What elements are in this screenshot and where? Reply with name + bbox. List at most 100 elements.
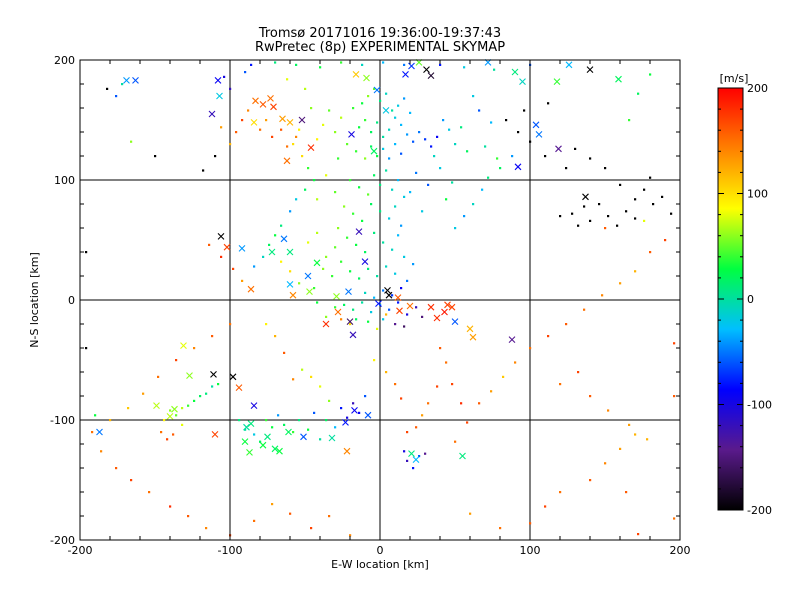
dot-point-70 <box>400 224 403 227</box>
dot-point-334 <box>328 515 331 518</box>
x-point-stroke-b <box>553 78 561 85</box>
dot-point-175 <box>424 452 427 455</box>
dot-point-288 <box>289 210 292 213</box>
x-point-93 <box>408 450 415 457</box>
dot-point-182 <box>529 347 532 350</box>
dot-point-8 <box>406 133 409 136</box>
x-point-48 <box>345 288 352 295</box>
dot-point-145 <box>253 433 256 436</box>
dot-point-19 <box>385 92 388 95</box>
dot-point-147 <box>265 419 268 422</box>
x-point-79 <box>243 423 250 431</box>
x-point-stroke-b <box>267 95 274 102</box>
dot-point-55 <box>358 186 361 189</box>
x-point-stroke-b <box>250 119 258 126</box>
dot-point-308 <box>511 155 514 158</box>
x-point-stroke-b <box>444 301 451 309</box>
dot-point-191 <box>451 383 454 386</box>
x-point-32 <box>307 144 315 151</box>
x-point-stroke-b <box>286 119 294 126</box>
x-point-25 <box>615 75 622 83</box>
dot-point-274 <box>265 119 268 122</box>
dot-point-126 <box>349 323 352 326</box>
x-point-stroke-b <box>385 291 393 299</box>
dot-point-251 <box>85 347 88 350</box>
dot-point-89 <box>307 241 310 244</box>
x-point-78 <box>211 431 219 438</box>
dot-point-101 <box>406 279 409 282</box>
dot-point-238 <box>544 155 547 158</box>
dot-point-155 <box>319 438 322 441</box>
dot-point-17 <box>373 87 376 90</box>
x-point-stroke-b <box>370 147 378 155</box>
dot-point-225 <box>634 198 637 201</box>
x-point-stroke-b <box>259 441 267 449</box>
dot-point-307 <box>499 167 502 170</box>
x-point-29 <box>348 131 355 138</box>
dot-point-297 <box>208 243 211 246</box>
dot-point-203 <box>577 371 580 374</box>
x-point-4 <box>208 110 216 118</box>
dot-point-281 <box>214 155 217 158</box>
dot-point-144 <box>244 428 247 431</box>
y-tick-label-2: 0 <box>68 294 75 307</box>
dot-point-134 <box>199 395 202 398</box>
dot-point-2 <box>370 131 373 134</box>
dot-point-260 <box>295 63 298 66</box>
dot-point-71 <box>334 191 337 194</box>
dot-point-243 <box>547 102 550 105</box>
dot-point-64 <box>352 212 355 215</box>
dot-point-340 <box>559 491 562 494</box>
x-point-16 <box>408 62 415 70</box>
dot-point-69 <box>394 205 397 208</box>
dot-point-77 <box>421 210 424 213</box>
dot-point-222 <box>607 215 610 218</box>
x-point-49 <box>333 293 340 300</box>
dot-point-166 <box>301 368 304 371</box>
x-point-45 <box>304 272 312 280</box>
dot-point-47 <box>292 143 295 146</box>
dot-point-159 <box>346 416 349 419</box>
x-point-stroke-b <box>307 144 315 151</box>
dot-point-15 <box>361 102 364 105</box>
dot-point-212 <box>673 342 676 345</box>
dot-point-321 <box>91 431 94 434</box>
x-point-43 <box>361 258 369 265</box>
x-point-13 <box>373 86 381 94</box>
x-point-stroke-b <box>402 71 409 78</box>
dot-point-272 <box>247 109 250 112</box>
dot-point-215 <box>604 227 607 230</box>
dot-point-111 <box>334 306 337 309</box>
dot-point-254 <box>115 95 118 98</box>
chart-subtitle: RwPretec (8p) EXPERIMENTAL SKYMAP <box>255 40 505 55</box>
x-point-stroke-b <box>555 145 562 153</box>
y-tick-label-1: -100 <box>50 414 75 427</box>
dot-point-270 <box>235 131 238 134</box>
x-point-74 <box>186 372 193 379</box>
dot-point-93 <box>349 270 352 273</box>
colorbar: 200 100 0 -100 -200 <box>717 82 772 517</box>
x-point-91 <box>343 447 351 455</box>
x-point-63 <box>441 308 448 316</box>
dot-point-83 <box>382 241 385 244</box>
dot-point-305 <box>481 188 484 191</box>
dot-point-322 <box>100 450 103 453</box>
x-point-64 <box>444 301 451 309</box>
x-point-stroke-b <box>252 97 259 105</box>
x-point-stroke-b <box>441 308 448 316</box>
x-point-101 <box>171 405 178 413</box>
dot-point-317 <box>157 375 160 378</box>
dot-point-96 <box>376 275 379 278</box>
dot-point-262 <box>340 61 343 64</box>
dot-point-258 <box>250 63 253 66</box>
x-point-stroke-b <box>511 68 519 76</box>
dot-point-259 <box>274 61 277 64</box>
dot-point-331 <box>271 503 274 506</box>
dot-point-76 <box>415 171 418 174</box>
x-tick-label-1: -100 <box>218 544 243 557</box>
dot-point-171 <box>403 450 406 453</box>
dot-point-43 <box>466 150 469 153</box>
x-point-83 <box>271 445 279 453</box>
dot-point-327 <box>187 515 190 518</box>
